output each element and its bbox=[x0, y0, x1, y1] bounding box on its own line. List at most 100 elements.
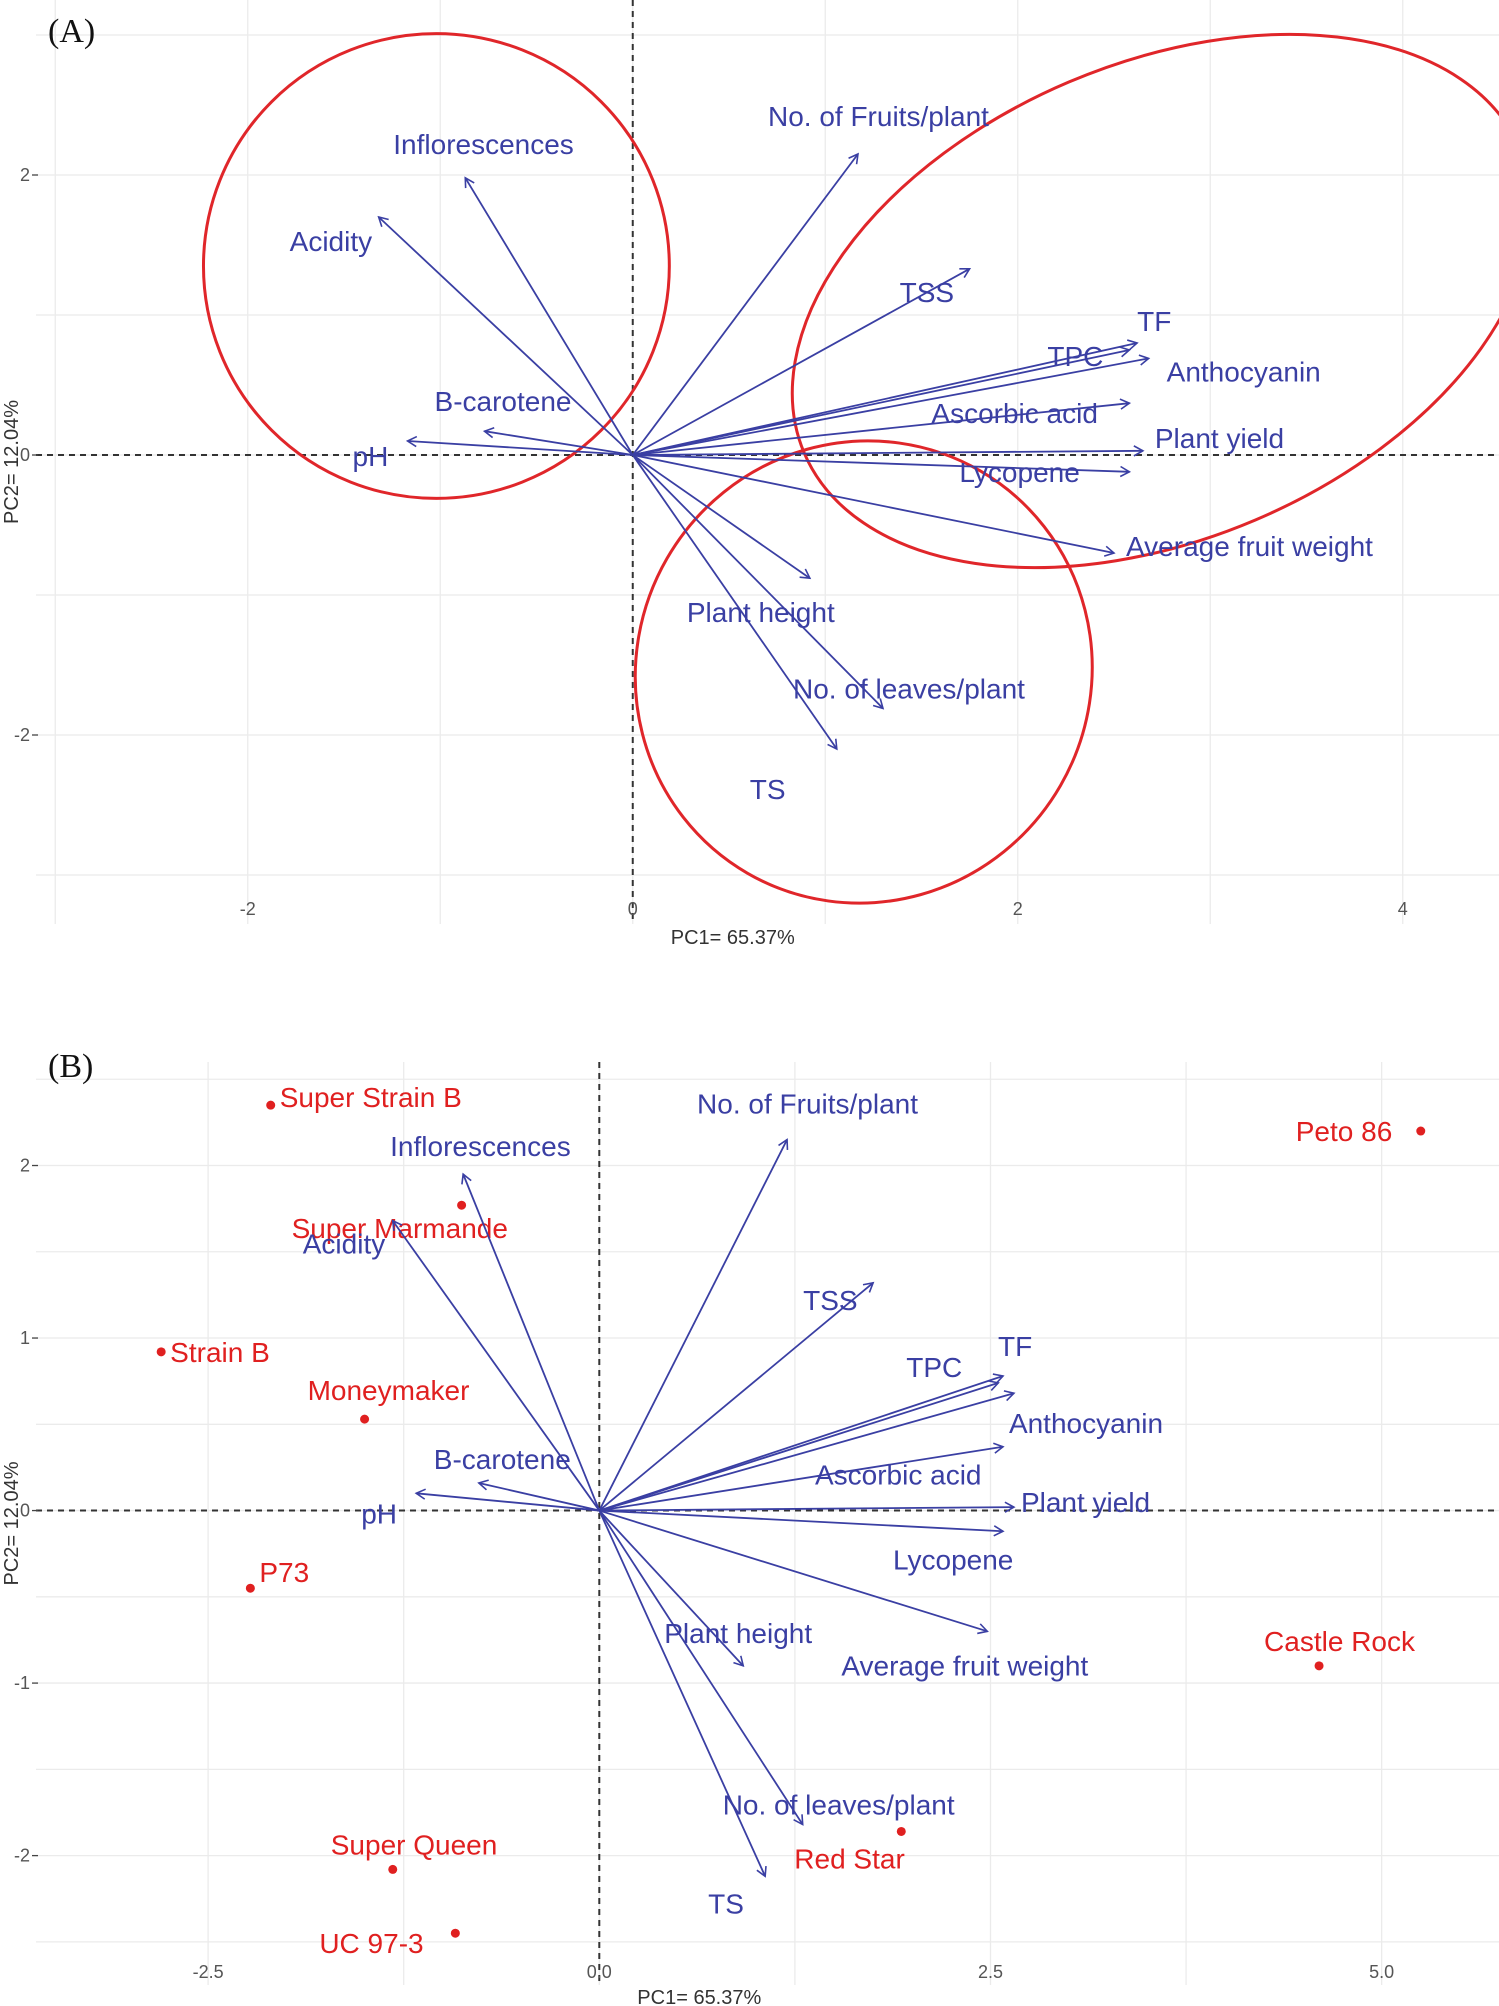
panel-label: (B) bbox=[48, 1048, 93, 1085]
loading-label-lycopene: Lycopene bbox=[959, 457, 1079, 488]
observation-label-red-star: Red Star bbox=[794, 1843, 905, 1874]
loading-label-inflorescences: Inflorescences bbox=[390, 1131, 571, 1162]
loading-arrow-tpc bbox=[632, 346, 1132, 456]
observation-point-p73 bbox=[245, 1583, 255, 1593]
loading-arrow-ts bbox=[632, 454, 838, 751]
loading-label-tss: TSS bbox=[803, 1285, 857, 1316]
y-tick-label: 1 bbox=[20, 1328, 30, 1348]
loading-arrow-ascorbic-acid bbox=[599, 1442, 1005, 1512]
y-tick-label: 2 bbox=[20, 1156, 30, 1176]
group-ellipse bbox=[633, 439, 1094, 905]
loading-label-tf: TF bbox=[1137, 306, 1171, 337]
loading-arrow-average-fruit-weight bbox=[599, 1509, 989, 1635]
loading-arrow-b-carotene bbox=[477, 1479, 600, 1512]
observation-label-super-strain-b: Super Strain B bbox=[280, 1082, 462, 1113]
loading-label-average-fruit-weight: Average fruit weight bbox=[1126, 531, 1373, 562]
observation-point-super-queen bbox=[388, 1864, 398, 1874]
y-axis-title: PC2= 12.04% bbox=[1, 1461, 23, 1585]
loading-arrow-b-carotene bbox=[482, 426, 633, 456]
y-tick-label: 0 bbox=[20, 1501, 30, 1521]
loading-label-ascorbic-acid: Ascorbic acid bbox=[931, 398, 1098, 429]
panel-a-biplot: -2 0 2 4 -2 0 2 PC1= 65.37% PC2= 12.04% (A) No. of… bbox=[1, 0, 1499, 949]
observation-point-strain-b bbox=[156, 1347, 166, 1357]
loading-label-b-carotene: B-carotene bbox=[435, 386, 572, 417]
x-tick-label: 2.5 bbox=[978, 1962, 1003, 1982]
loading-label-lycopene: Lycopene bbox=[893, 1544, 1013, 1575]
y-tick-label: -2 bbox=[14, 725, 30, 745]
observation-point-peto-86 bbox=[1416, 1126, 1426, 1136]
loading-arrow-ascorbic-acid bbox=[632, 398, 1132, 456]
loading-label-inflorescences: Inflorescences bbox=[393, 129, 574, 160]
loading-label-ph: pH bbox=[353, 441, 389, 472]
y-axis-title: PC2= 12.04% bbox=[1, 400, 23, 524]
loading-label-plant-yield: Plant yield bbox=[1155, 423, 1284, 454]
loading-arrow-inflorescences bbox=[461, 1172, 601, 1511]
loading-label-ascorbic-acid: Ascorbic acid bbox=[815, 1460, 982, 1491]
observation-label-castle-rock: Castle Rock bbox=[1264, 1626, 1416, 1657]
loading-arrow-tpc bbox=[599, 1380, 1000, 1512]
loading-label-acidity: Acidity bbox=[303, 1229, 385, 1260]
panel-b-biplot: -2.5 0.0 2.5 5.0 -2 -1 0 1 2 PC1= 65.37% PC2= 12.0… bbox=[1, 1048, 1499, 2006]
loading-label-tss: TSS bbox=[900, 277, 954, 308]
observation-label-peto-86: Peto 86 bbox=[1296, 1116, 1393, 1147]
loading-arrow-tss bbox=[632, 267, 972, 456]
loading-label-tpc: TPC bbox=[1047, 341, 1103, 372]
loading-arrow-no-of-leaves-plant bbox=[598, 1510, 804, 1826]
loading-arrow-average-fruit-weight bbox=[632, 454, 1116, 557]
panel-label: (A) bbox=[48, 13, 95, 50]
loading-label-plant-yield: Plant yield bbox=[1021, 1487, 1150, 1518]
loading-label-plant-height: Plant height bbox=[664, 1618, 812, 1649]
loading-arrow-inflorescences bbox=[464, 176, 634, 456]
x-tick-label: 0.0 bbox=[587, 1962, 612, 1982]
observation-point-red-star bbox=[896, 1826, 906, 1836]
loading-arrow-anthocyanin bbox=[632, 354, 1151, 456]
loading-arrow-plant-yield bbox=[599, 1501, 1016, 1513]
loading-arrow-no-of-leaves-plant bbox=[632, 454, 885, 710]
observation-label-uc-97-3: UC 97-3 bbox=[319, 1928, 423, 1959]
x-axis-title: PC1= 65.37% bbox=[671, 927, 795, 949]
observation-label-moneymaker: Moneymaker bbox=[308, 1375, 470, 1406]
loading-label-ph: pH bbox=[361, 1498, 397, 1529]
loading-label-no-of-fruits-plant: No. of Fruits/plant bbox=[697, 1089, 918, 1120]
loading-arrow-no-of-fruits-plant bbox=[632, 152, 859, 456]
loading-label-ts: TS bbox=[750, 774, 786, 805]
loading-label-tf: TF bbox=[998, 1331, 1032, 1362]
loading-label-no-of-fruits-plant: No. of Fruits/plant bbox=[768, 101, 989, 132]
loading-arrow-ts bbox=[598, 1510, 767, 1878]
loading-label-no-of-leaves-plant: No. of leaves/plant bbox=[793, 673, 1025, 704]
x-tick-label: 5.0 bbox=[1369, 1962, 1394, 1982]
loading-label-ts: TS bbox=[708, 1888, 744, 1919]
observation-point-moneymaker bbox=[360, 1414, 370, 1424]
loading-arrow-ph bbox=[405, 435, 633, 456]
loading-label-b-carotene: B-carotene bbox=[434, 1444, 571, 1475]
x-tick-label: 4 bbox=[1398, 899, 1408, 919]
loading-arrow-ph bbox=[414, 1488, 600, 1512]
loading-arrow-lycopene bbox=[632, 454, 1132, 478]
loading-arrow-no-of-fruits-plant bbox=[598, 1138, 789, 1511]
y-tick-label: 0 bbox=[20, 445, 30, 465]
loading-label-tpc: TPC bbox=[906, 1352, 962, 1383]
observation-point-castle-rock bbox=[1314, 1661, 1324, 1671]
x-tick-label: -2.5 bbox=[193, 1962, 224, 1982]
loading-label-acidity: Acidity bbox=[290, 226, 372, 257]
loading-arrow-acidity bbox=[377, 215, 634, 456]
loading-arrow-plant-yield bbox=[632, 445, 1145, 457]
loading-arrow-tss bbox=[598, 1281, 875, 1512]
observation-point-super-strain-b bbox=[266, 1100, 276, 1110]
x-tick-label: -2 bbox=[240, 899, 256, 919]
group-ellipse bbox=[201, 32, 671, 500]
observation-label-p73: P73 bbox=[259, 1557, 309, 1588]
observation-point-super-marmande bbox=[457, 1200, 467, 1210]
observation-label-super-queen: Super Queen bbox=[331, 1829, 498, 1860]
loading-label-average-fruit-weight: Average fruit weight bbox=[841, 1650, 1088, 1681]
loading-arrow-anthocyanin bbox=[599, 1390, 1016, 1512]
loading-arrow-acidity bbox=[391, 1219, 601, 1512]
x-axis-title: PC1= 65.37% bbox=[637, 1987, 761, 2006]
x-tick-label: 0 bbox=[628, 899, 638, 919]
loading-label-no-of-leaves-plant: No. of leaves/plant bbox=[723, 1790, 955, 1821]
grid bbox=[36, 1062, 1499, 1985]
loading-arrow-plant-height bbox=[632, 454, 812, 580]
loading-label-anthocyanin: Anthocyanin bbox=[1167, 356, 1321, 387]
y-tick-label: -1 bbox=[14, 1673, 30, 1693]
